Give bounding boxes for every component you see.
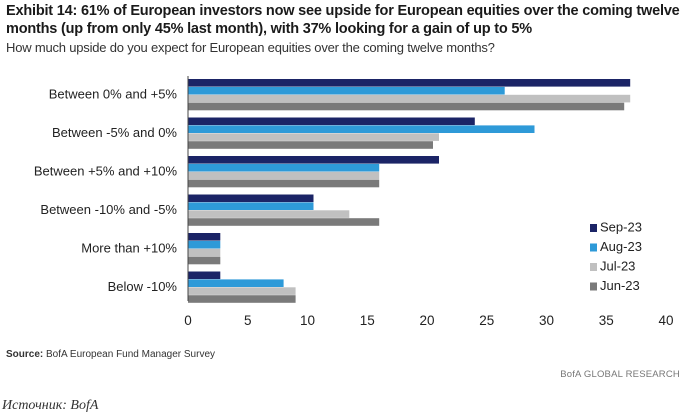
bar: [188, 287, 296, 295]
category-label: Between -10% and -5%: [40, 202, 177, 217]
bar: [188, 279, 284, 287]
source-text: BofA European Fund Manager Survey: [46, 349, 216, 360]
bar: [188, 179, 380, 188]
bar-chart: Between 0% and +5% Between -5% and 0% Betw…: [34, 76, 674, 328]
bar: [188, 194, 314, 203]
category-label: More than +10%: [81, 241, 177, 256]
bar: [188, 202, 314, 210]
legend-swatch: [590, 263, 597, 271]
bar: [188, 125, 535, 133]
bar: [188, 218, 380, 226]
x-tick-label: 35: [599, 313, 614, 328]
x-tick-label: 0: [184, 313, 192, 328]
bar: [188, 240, 221, 249]
category-label: Between +5% and +10%: [34, 164, 178, 179]
category-label: Between -5% and 0%: [52, 125, 177, 140]
bar: [188, 271, 221, 280]
x-tick-label: 10: [300, 313, 315, 328]
source-label: Source:: [6, 349, 44, 360]
bar: [188, 141, 433, 149]
bar: [188, 210, 350, 218]
bar: [188, 117, 475, 126]
image-caption: Источник: BofA: [2, 398, 99, 413]
chart-title: Exhibit 14: 61% of European investors no…: [6, 3, 680, 37]
x-tick-label: 15: [360, 313, 375, 328]
bar: [188, 256, 221, 265]
bar: [188, 102, 625, 111]
bar: [188, 233, 221, 241]
bar: [188, 295, 296, 303]
x-tick-label: 25: [479, 313, 494, 328]
legend-label: Jun-23: [600, 278, 640, 293]
x-tick-label: 40: [658, 313, 673, 328]
x-tick-label: 30: [539, 313, 554, 328]
research-credit: BofA GLOBAL RESEARCH: [560, 369, 680, 380]
bar: [188, 79, 631, 87]
legend-swatch: [590, 224, 597, 232]
category-label: Below -10%: [108, 279, 178, 294]
legend-swatch: [590, 282, 597, 291]
x-tick-label: 5: [244, 313, 252, 328]
bar: [188, 94, 631, 103]
source-note: Source: BofA European Fund Manager Surve…: [6, 349, 215, 360]
legend-label: Aug-23: [600, 239, 642, 254]
legend-label: Jul-23: [600, 258, 635, 273]
x-tick-label: 20: [419, 313, 434, 328]
bar: [188, 133, 439, 141]
bar: [188, 163, 380, 172]
bar: [188, 156, 439, 164]
category-label: Between 0% and +5%: [49, 87, 178, 102]
bar: [188, 171, 380, 180]
chart-subtitle: How much upside do you expect for Europe…: [6, 40, 495, 55]
legend-swatch: [590, 243, 597, 252]
bar: [188, 248, 221, 257]
legend-label: Sep-23: [600, 219, 642, 234]
bar: [188, 86, 505, 95]
